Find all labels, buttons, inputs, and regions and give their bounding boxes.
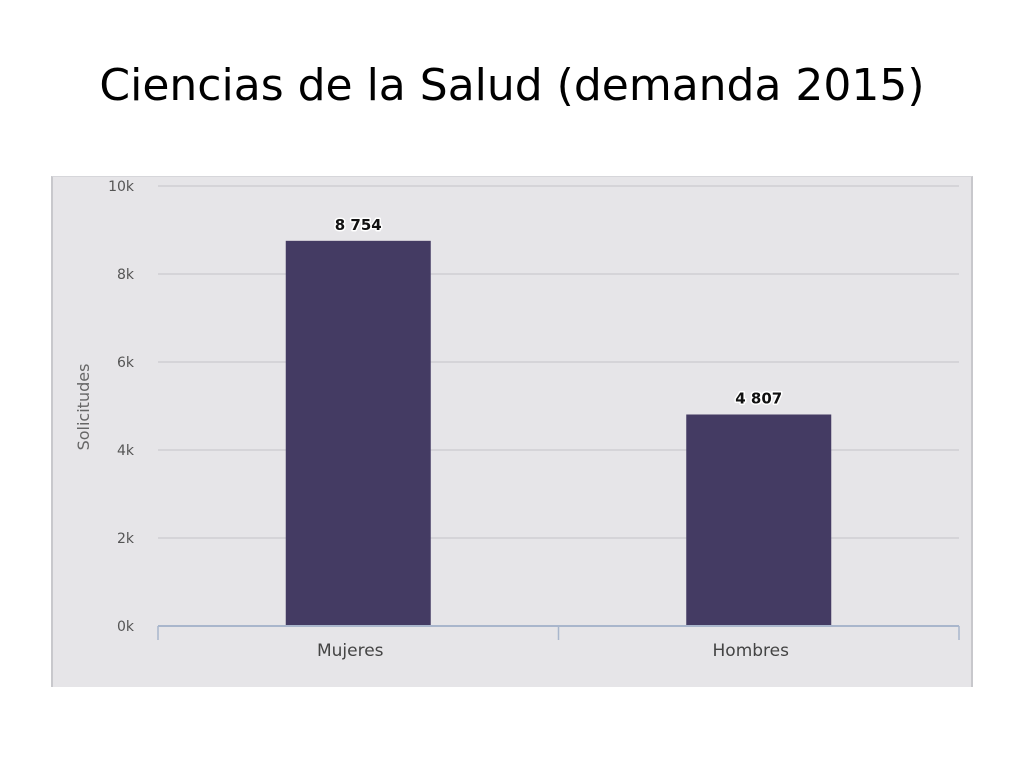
y-tick-label: 2k — [117, 531, 135, 547]
category-label: Mujeres — [317, 641, 384, 661]
bar-hombres — [686, 414, 832, 626]
y-tick-label: 0k — [117, 619, 135, 635]
y-tick-label: 10k — [108, 179, 135, 195]
y-tick-label: 4k — [117, 443, 135, 459]
chart-frame: 0k 2k 4k 6k 8k 10k 8 754 4 807 Mujeres Hombres … — [51, 176, 973, 687]
data-label: 4 807 — [735, 389, 782, 407]
data-label: 8 754 — [335, 216, 382, 234]
y-tick-label: 6k — [117, 355, 135, 371]
category-label: Hombres — [713, 641, 790, 661]
data-labels: 8 754 4 807 — [333, 214, 783, 409]
bars — [285, 240, 832, 626]
x-axis — [157, 625, 960, 640]
bar-mujeres — [285, 240, 431, 626]
y-axis-ticks: 0k 2k 4k 6k 8k 10k — [108, 179, 135, 635]
slide-title: Ciencias de la Salud (demanda 2015) — [99, 60, 925, 111]
category-labels: Mujeres Hombres — [317, 641, 789, 661]
y-tick-label: 8k — [117, 267, 135, 283]
y-axis-title: Solicitudes — [74, 364, 93, 451]
gridlines — [158, 185, 959, 539]
